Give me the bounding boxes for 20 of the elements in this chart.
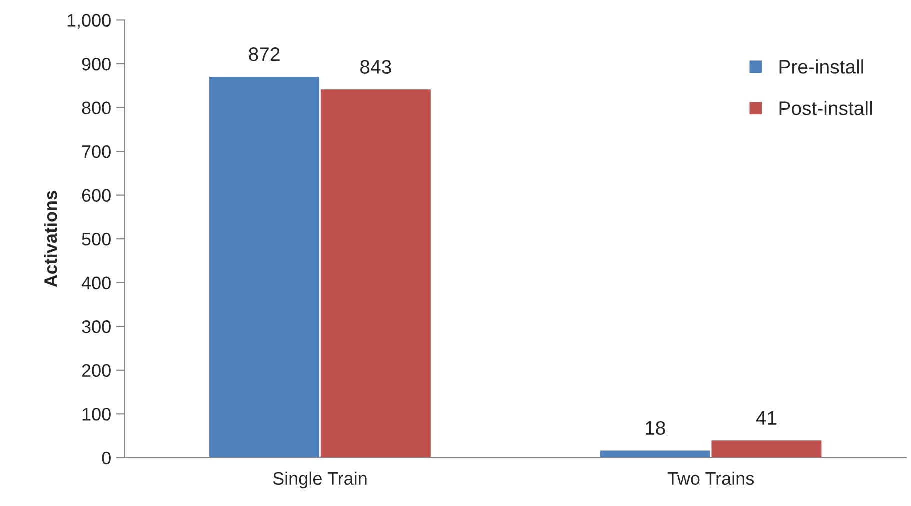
data-label: 18 xyxy=(646,421,666,436)
data-label: 41 xyxy=(756,411,777,425)
data-label: 872 xyxy=(249,48,280,62)
y-tick-label: 400 xyxy=(82,276,111,290)
y-tick-label: 100 xyxy=(82,408,111,421)
y-tick-label: 0 xyxy=(102,452,111,465)
legend-label: Pre-install xyxy=(780,60,864,74)
x-tick-label: Single Train xyxy=(273,472,367,489)
y-tick-label: 500 xyxy=(82,233,111,246)
y-tick-label: 200 xyxy=(82,364,111,378)
y-tick-label: 800 xyxy=(82,102,111,114)
y-tick-label: 600 xyxy=(82,189,111,202)
y-tick-label: 900 xyxy=(82,58,111,71)
y-tick-label: 1,000 xyxy=(68,14,111,30)
y-tick-label: 300 xyxy=(82,320,111,334)
data-label: 843 xyxy=(360,60,392,74)
x-tick-label: Two Trains xyxy=(668,472,754,486)
legend-label: Post-install xyxy=(780,101,872,116)
y-tick-label: 700 xyxy=(82,145,111,158)
y-axis-title: Activations xyxy=(44,191,58,288)
